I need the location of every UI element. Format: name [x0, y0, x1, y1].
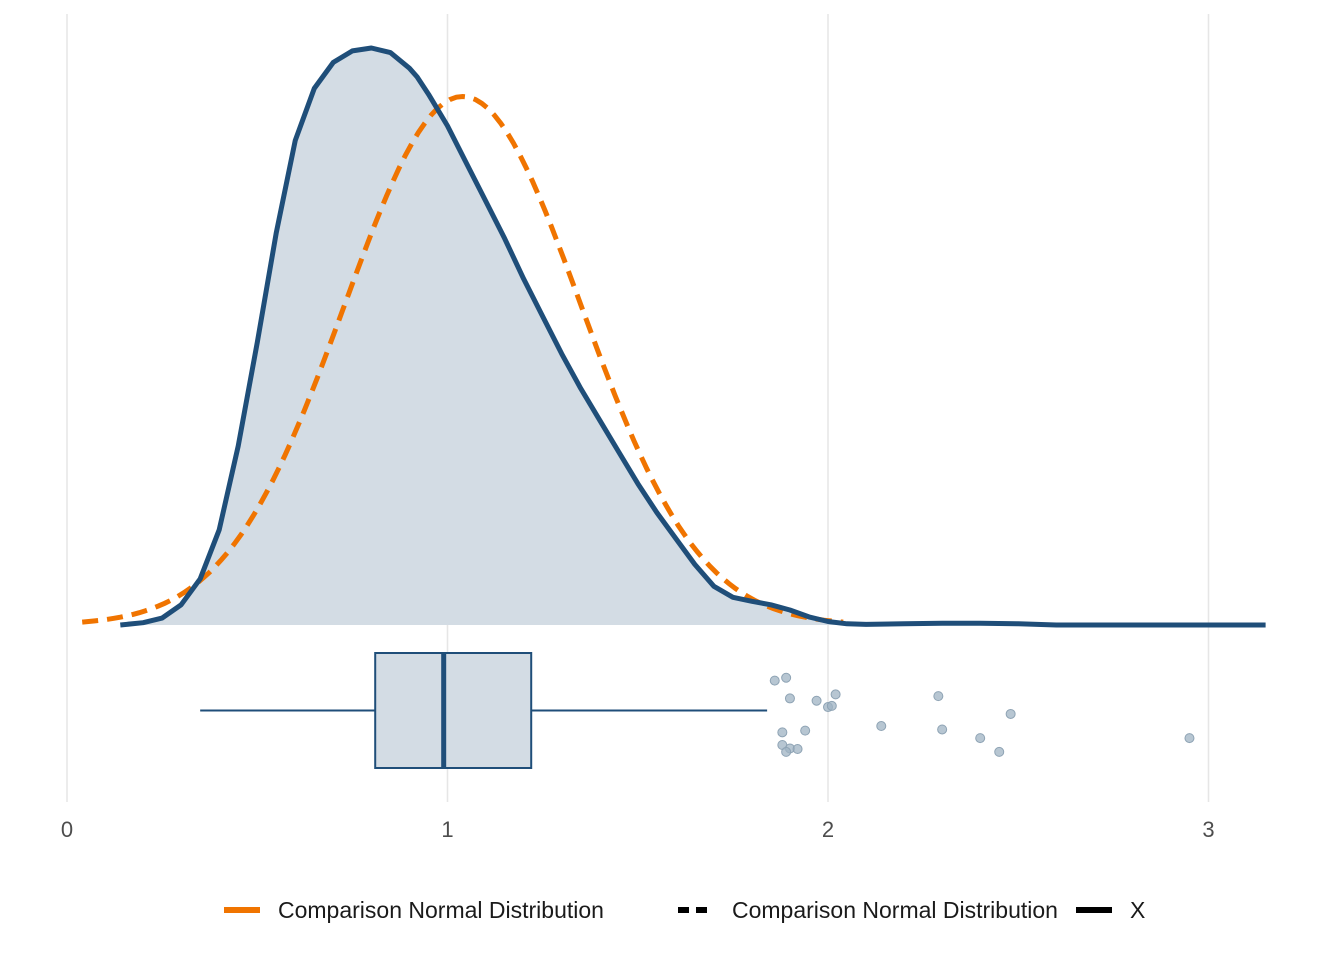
- x-tick-label: 1: [441, 817, 453, 842]
- outlier-point: [1005, 708, 1016, 719]
- x-axis: 0 1 2 3: [61, 817, 1215, 842]
- grid-lines: [66, 14, 1210, 802]
- legend: Comparison Normal Distribution Compariso…: [0, 888, 1344, 932]
- outlier-point: [933, 691, 944, 702]
- outlier-point: [784, 693, 795, 704]
- boxplot-layer: [200, 652, 1195, 769]
- outlier-point: [937, 724, 948, 735]
- normal-curve: [81, 93, 844, 625]
- density-layer: [81, 45, 1266, 628]
- box-iqr: [374, 652, 533, 769]
- outlier-point: [994, 746, 1005, 757]
- legend-item-x: X: [1074, 888, 1145, 932]
- legend-item-normal-solid: Comparison Normal Distribution: [222, 888, 604, 932]
- x-tick-label: 3: [1202, 817, 1214, 842]
- density-area: [120, 48, 1266, 625]
- outlier-point: [811, 695, 822, 706]
- outlier-point: [781, 672, 792, 683]
- outlier-point: [777, 727, 788, 738]
- x-tick-label: 0: [61, 817, 73, 842]
- outlier-point: [800, 725, 811, 736]
- outlier-point: [876, 721, 887, 732]
- legend-label: Comparison Normal Distribution: [732, 896, 1058, 923]
- outlier-point: [830, 689, 841, 700]
- legend-label: X: [1130, 896, 1146, 923]
- outlier-point: [781, 746, 792, 757]
- x-tick-label: 2: [822, 817, 834, 842]
- outlier-point: [792, 744, 803, 755]
- legend-item-normal-dashed: Comparison Normal Distribution: [676, 888, 1058, 932]
- density-line: [120, 45, 1266, 628]
- legend-key-solid-orange: [222, 888, 262, 932]
- legend-label: Comparison Normal Distribution: [278, 896, 604, 923]
- legend-key-solid-black: [1074, 888, 1114, 932]
- outlier-point: [826, 700, 837, 711]
- legend-key-dashed-black: [676, 888, 716, 932]
- outlier-point: [769, 675, 780, 686]
- outlier-point: [975, 733, 986, 744]
- outlier-point: [1184, 733, 1195, 744]
